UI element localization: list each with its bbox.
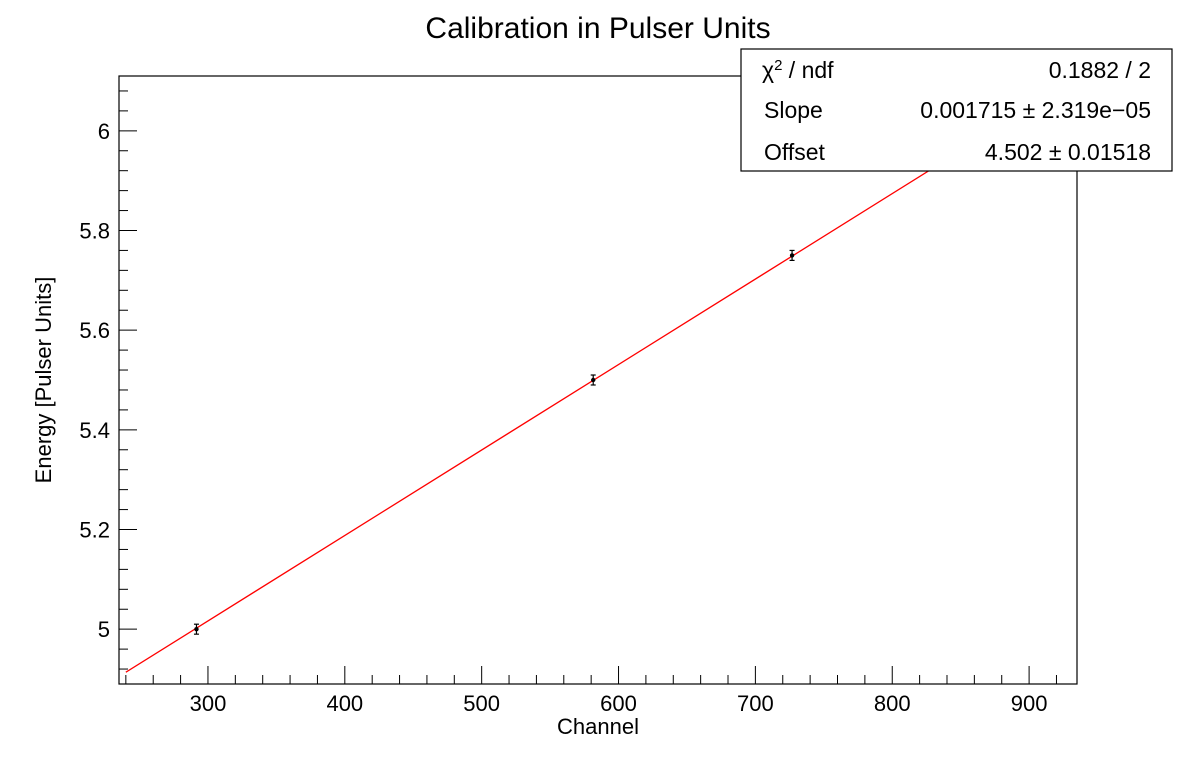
x-axis: 300 400 500 600 700 800 900 [125, 666, 1057, 716]
chart-title: Calibration in Pulser Units [425, 12, 770, 45]
y-tick-label: 6 [98, 119, 110, 144]
x-tick-label: 900 [1011, 691, 1048, 716]
stats-slope-value: 0.001715 ± 2.319e−05 [920, 97, 1151, 123]
x-tick-label: 800 [874, 691, 911, 716]
x-axis-label: Channel [557, 714, 639, 739]
stats-chi2-value: 0.1882 / 2 [1049, 57, 1151, 83]
y-tick-label: 5.6 [79, 318, 110, 343]
fit-line [125, 77, 1078, 673]
y-axis-label: Energy [Pulser Units] [31, 277, 56, 484]
y-tick-label: 5 [98, 617, 110, 642]
data-points [193, 249, 795, 635]
stats-offset-label: Offset [764, 139, 826, 165]
y-tick-label: 5.8 [79, 218, 110, 243]
stats-box-frame [740, 48, 1173, 172]
plot-frame [118, 75, 1078, 685]
fit-layer [125, 77, 1078, 673]
x-tick-label: 500 [463, 691, 500, 716]
x-tick-label: 400 [326, 691, 363, 716]
stats-slope-label: Slope [764, 97, 823, 123]
data-point [591, 377, 596, 383]
stats-chi2-label: χ2 / ndf [762, 57, 834, 84]
stats-offset-value: 4.502 ± 0.01518 [985, 139, 1151, 165]
x-tick-label: 700 [737, 691, 774, 716]
y-tick-label: 5.2 [79, 518, 110, 543]
x-tick-label: 600 [600, 691, 637, 716]
y-tick-label: 5.4 [79, 418, 110, 443]
x-tick-label: 300 [190, 691, 227, 716]
y-axis: 5 5.2 5.4 5.6 5.8 6 [79, 90, 137, 670]
data-point [194, 626, 199, 632]
data-point [789, 253, 795, 258]
stats-box: χ2 / ndf 0.1882 / 2 Slope 0.001715 ± 2.3… [740, 48, 1173, 172]
